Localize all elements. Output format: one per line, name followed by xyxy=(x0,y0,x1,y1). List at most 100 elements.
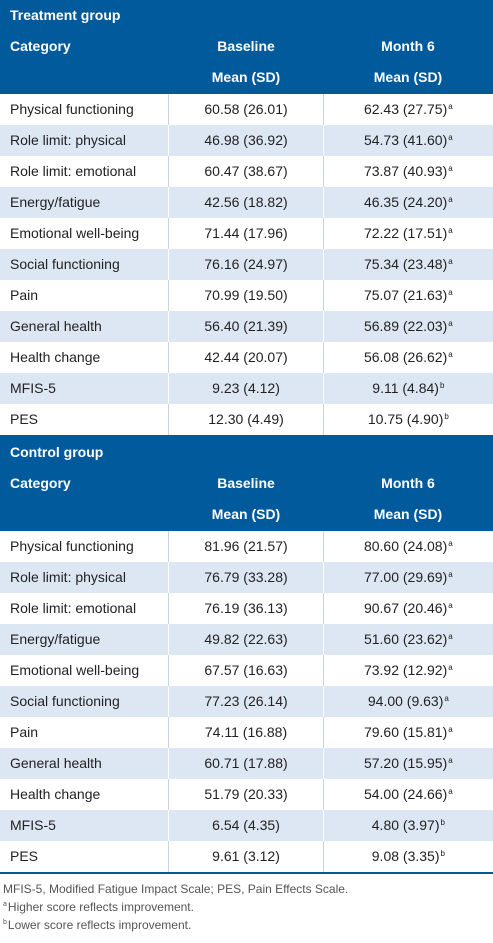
month6-cell: 77.00 (29.69)a xyxy=(322,562,493,593)
month6-cell: 46.35 (24.20)a xyxy=(322,187,493,218)
baseline-cell: 6.54 (4.35) xyxy=(168,810,322,841)
category-cell: Physical functioning xyxy=(10,101,134,117)
footnote-marker: a xyxy=(448,725,453,734)
footnote-marker: a xyxy=(448,663,453,672)
treatment-group-header: Treatment group Category Baseline Month … xyxy=(0,0,493,94)
table-row: Energy/fatigue 49.82 (22.63) 51.60 (23.62)… xyxy=(0,624,493,655)
control-group-header: Control group Category Baseline Month 6 … xyxy=(0,437,493,531)
month6-value: 51.60 (23.62) xyxy=(363,631,448,647)
month6-column-header: Month 6 xyxy=(381,475,435,491)
baseline-cell: 49.82 (22.63) xyxy=(168,624,322,655)
category-cell: Role limit: emotional xyxy=(10,163,137,179)
footnote-marker: a xyxy=(448,632,453,641)
month6-value: 57.20 (15.95) xyxy=(363,755,448,771)
footnote-marker: a xyxy=(448,787,453,796)
month6-value: 10.75 (4.90) xyxy=(367,411,444,427)
table-row: General health 56.40 (21.39) 56.89 (22.03)… xyxy=(0,311,493,342)
category-subheader xyxy=(0,499,169,531)
month6-value: 56.08 (26.62) xyxy=(363,349,448,365)
baseline-column-header: Baseline xyxy=(217,475,275,491)
footnote-marker: a xyxy=(448,756,453,765)
baseline-cell: 9.61 (3.12) xyxy=(168,841,322,872)
table-row: Emotional well-being 71.44 (17.96) 72.22 (… xyxy=(0,218,493,249)
table-row: Physical functioning 81.96 (21.57) 80.60 (… xyxy=(0,531,493,562)
category-cell: PES xyxy=(10,411,39,427)
month6-cell: 72.22 (17.51)a xyxy=(322,218,493,249)
baseline-column-header: Baseline xyxy=(217,38,275,54)
month6-value: 75.34 (23.48) xyxy=(363,256,448,272)
footnote-marker: a xyxy=(448,350,453,359)
table-row: Role limit: emotional 76.19 (36.13) 90.67 … xyxy=(0,593,493,624)
footnote-abbreviations: MFIS-5, Modified Fatigue Impact Scale; P… xyxy=(3,882,349,896)
baseline-cell: 46.98 (36.92) xyxy=(168,125,322,156)
baseline-subheader: Mean (SD) xyxy=(211,69,281,85)
category-cell: Energy/fatigue xyxy=(10,194,101,210)
month6-cell: 90.67 (20.46)a xyxy=(322,593,493,624)
category-cell: Emotional well-being xyxy=(10,662,140,678)
category-cell: MFIS-5 xyxy=(10,817,56,833)
month6-cell: 94.00 (9.63)a xyxy=(322,686,493,717)
table-bottom-rule xyxy=(0,872,493,874)
month6-value: 9.11 (4.84) xyxy=(372,380,439,396)
table-row: MFIS-5 6.54 (4.35) 4.80 (3.97)b xyxy=(0,810,493,841)
footnote-marker: a xyxy=(448,164,453,173)
month6-cell: 9.08 (3.35)b xyxy=(322,841,493,872)
baseline-cell: 77.23 (26.14) xyxy=(168,686,322,717)
category-cell: Role limit: physical xyxy=(10,569,126,585)
month6-value: 9.08 (3.35) xyxy=(371,848,440,864)
month6-cell: 54.73 (41.60)a xyxy=(322,125,493,156)
table-row: Physical functioning 60.58 (26.01) 62.43 (… xyxy=(0,94,493,125)
footnote-marker: b xyxy=(444,412,449,421)
baseline-cell: 42.56 (18.82) xyxy=(168,187,322,218)
baseline-cell: 9.23 (4.12) xyxy=(168,373,322,404)
baseline-cell: 76.19 (36.13) xyxy=(168,593,322,624)
group-title: Control group xyxy=(10,444,104,460)
footnote-a: aHigher score reflects improvement. xyxy=(3,898,493,916)
month6-cell: 56.89 (22.03)a xyxy=(322,311,493,342)
table-row: Role limit: emotional 60.47 (38.67) 73.87 … xyxy=(0,156,493,187)
month6-cell: 73.87 (40.93)a xyxy=(322,156,493,187)
footnote-marker: a xyxy=(448,601,453,610)
category-cell: Health change xyxy=(10,349,101,365)
category-cell: Pain xyxy=(10,287,39,303)
month6-value: 46.35 (24.20) xyxy=(363,194,448,210)
table-row: Social functioning 77.23 (26.14) 94.00 (9.… xyxy=(0,686,493,717)
baseline-cell: 76.79 (33.28) xyxy=(168,562,322,593)
month6-value: 72.22 (17.51) xyxy=(363,225,448,241)
footnote-a-text: Higher score reflects improvement. xyxy=(7,900,194,914)
month6-cell: 80.60 (24.08)a xyxy=(322,531,493,562)
month6-value: 4.80 (3.97) xyxy=(371,817,440,833)
footnote-marker: b xyxy=(440,818,445,827)
baseline-cell: 60.47 (38.67) xyxy=(168,156,322,187)
table-row: General health 60.71 (17.88) 57.20 (15.95)… xyxy=(0,748,493,779)
table-row: MFIS-5 9.23 (4.12) 9.11 (4.84)b xyxy=(0,373,493,404)
footnote-b-text: Lower score reflects improvement. xyxy=(7,918,192,932)
footnote-marker: b xyxy=(439,381,445,390)
table-row: Role limit: physical 76.79 (33.28) 77.00 (… xyxy=(0,562,493,593)
column-subheader-row: Mean (SD) Mean (SD) xyxy=(0,62,493,94)
baseline-cell: 42.44 (20.07) xyxy=(168,342,322,373)
category-column-header: Category xyxy=(10,38,71,54)
category-cell: Role limit: physical xyxy=(10,132,126,148)
month6-cell: 9.11 (4.84)b xyxy=(322,373,493,404)
footnote-marker: a xyxy=(448,539,453,548)
month6-cell: 57.20 (15.95)a xyxy=(322,748,493,779)
baseline-subheader: Mean (SD) xyxy=(211,506,281,522)
month6-column-header: Month 6 xyxy=(381,38,435,54)
table-row: Emotional well-being 67.57 (16.63) 73.92 (… xyxy=(0,655,493,686)
table-row: Health change 51.79 (20.33) 54.00 (24.66)a xyxy=(0,779,493,810)
footnote-marker: a xyxy=(448,195,453,204)
baseline-cell: 60.71 (17.88) xyxy=(168,748,322,779)
category-cell: Physical functioning xyxy=(10,538,134,554)
table-row: Energy/fatigue 42.56 (18.82) 46.35 (24.20)… xyxy=(0,187,493,218)
month6-cell: 51.60 (23.62)a xyxy=(322,624,493,655)
baseline-cell: 51.79 (20.33) xyxy=(168,779,322,810)
table-row: PES 9.61 (3.12) 9.08 (3.35)b xyxy=(0,841,493,872)
month6-cell: 56.08 (26.62)a xyxy=(322,342,493,373)
footnote-marker: a xyxy=(448,257,453,266)
category-cell: PES xyxy=(10,848,39,864)
category-cell: Social functioning xyxy=(10,693,120,709)
month6-value: 80.60 (24.08) xyxy=(363,538,448,554)
month6-subheader: Mean (SD) xyxy=(373,506,443,522)
month6-value: 90.67 (20.46) xyxy=(363,600,448,616)
